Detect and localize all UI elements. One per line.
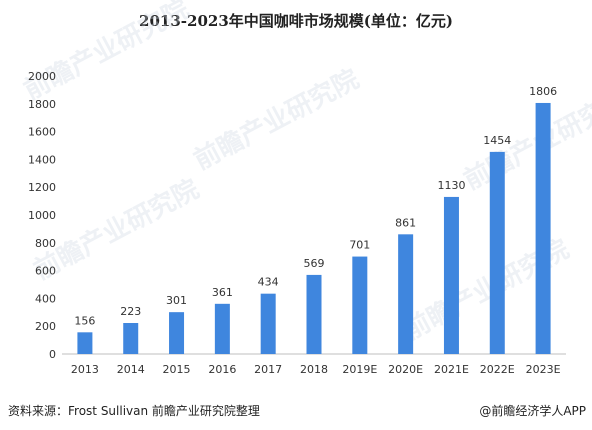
data-label: 1454	[483, 134, 511, 147]
x-tick-label: 2014	[117, 363, 145, 376]
x-axis: 2013 2014 2015 2016 2017 2018 2019E 2020E 2021E 2…	[62, 353, 566, 376]
data-label: 1806	[529, 85, 557, 98]
y-tick-label: 1800	[28, 98, 56, 111]
x-tick-label: 2022E	[480, 363, 515, 376]
y-tick-label: 2000	[28, 70, 56, 83]
y-tick-label: 1600	[28, 126, 56, 139]
bar	[398, 234, 414, 354]
data-label: 156	[74, 314, 95, 327]
data-label: 223	[120, 305, 141, 318]
data-label: 1130	[437, 179, 465, 192]
source-note: 资料来源：Frost Sullivan 前瞻产业研究院整理	[8, 404, 260, 418]
chart-title: 2013-2023年中国咖啡市场规模(单位：亿元)	[139, 12, 453, 30]
footer: 资料来源：Frost Sullivan 前瞻产业研究院整理 @前瞻经济学人APP	[8, 402, 586, 420]
y-tick-label: 800	[35, 237, 56, 250]
bar	[352, 256, 368, 354]
x-tick-label: 2021E	[434, 363, 469, 376]
x-tick-label: 2016	[208, 363, 236, 376]
data-label: 569	[304, 257, 325, 270]
bar	[169, 312, 185, 354]
bar	[489, 151, 505, 354]
bar	[306, 274, 322, 354]
x-tick-label: 2019E	[342, 363, 377, 376]
y-tick-label: 1200	[28, 181, 56, 194]
x-tick-label: 2017	[254, 363, 282, 376]
y-tick-label: 600	[35, 265, 56, 278]
data-label: 301	[166, 294, 187, 307]
x-tick-label: 2013	[71, 363, 99, 376]
bar	[535, 102, 551, 354]
bar	[77, 332, 93, 354]
x-tick-label: 2020E	[388, 363, 423, 376]
x-tick-label: 2018	[300, 363, 328, 376]
bar	[214, 303, 230, 354]
bars: 156 223 301 361 434 569 701 861 1130 1454 1806	[74, 85, 557, 354]
x-tick-label: 2023E	[526, 363, 561, 376]
brand-credit: @前瞻经济学人APP	[479, 404, 586, 418]
y-tick-label: 200	[35, 320, 56, 333]
data-label: 861	[395, 216, 416, 229]
y-tick-label: 0	[49, 348, 56, 361]
data-label: 701	[349, 239, 370, 252]
y-axis: 0 200 400 600 800 1000 1200 1400 1600 1800 2000	[28, 70, 56, 361]
data-label: 434	[258, 276, 279, 289]
y-tick-label: 400	[35, 292, 56, 305]
data-label: 361	[212, 286, 233, 299]
bar	[123, 323, 139, 354]
y-tick-label: 1400	[28, 153, 56, 166]
bar	[443, 196, 459, 354]
bar	[260, 293, 276, 354]
x-tick-label: 2015	[163, 363, 191, 376]
y-tick-label: 1000	[28, 209, 56, 222]
